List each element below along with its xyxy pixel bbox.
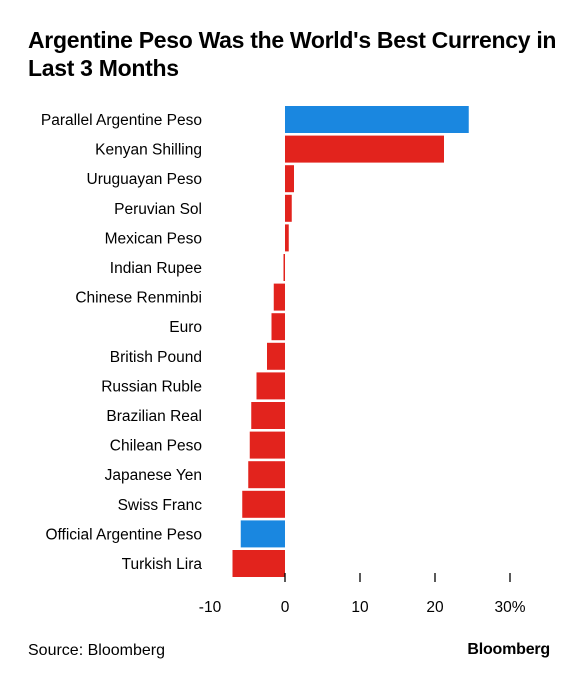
category-label: Uruguayan Peso xyxy=(87,171,202,188)
bar xyxy=(271,313,285,341)
category-label: Japanese Yen xyxy=(105,467,202,484)
bar xyxy=(285,224,289,252)
category-label: British Pound xyxy=(110,349,202,366)
bar xyxy=(256,372,285,400)
category-label: Brazilian Real xyxy=(106,408,202,425)
bar xyxy=(273,283,285,311)
category-label: Turkish Lira xyxy=(122,556,203,573)
bar xyxy=(240,520,285,548)
bar xyxy=(285,194,292,222)
category-label: Chilean Peso xyxy=(110,438,202,455)
bar xyxy=(267,342,285,370)
bar xyxy=(232,550,285,577)
bar xyxy=(285,106,469,133)
category-label: Chinese Renminbi xyxy=(75,290,202,307)
bar xyxy=(251,402,285,429)
category-label: Peruvian Sol xyxy=(114,201,202,218)
bar xyxy=(248,461,285,489)
category-label: Euro xyxy=(169,319,202,336)
brand-logo: Bloomberg xyxy=(467,641,550,658)
x-tick-label: 30% xyxy=(494,599,525,616)
x-tick-label: -10 xyxy=(199,599,222,616)
bar xyxy=(285,135,444,163)
category-label: Swiss Franc xyxy=(118,497,203,514)
x-tick-label: 10 xyxy=(351,599,369,616)
bar xyxy=(249,431,285,459)
category-label: Indian Rupee xyxy=(110,260,202,277)
bar xyxy=(285,165,294,193)
category-label: Official Argentine Peso xyxy=(45,526,202,543)
category-label: Russian Ruble xyxy=(101,378,202,395)
category-label: Mexican Peso xyxy=(105,230,202,247)
bar xyxy=(283,254,285,281)
source-note: Source: Bloomberg xyxy=(28,642,165,659)
bar xyxy=(242,490,285,518)
x-tick-label: 20 xyxy=(426,599,444,616)
category-label: Parallel Argentine Peso xyxy=(41,112,202,129)
x-tick-label: 0 xyxy=(281,599,290,616)
chart-title: Argentine Peso Was the World's Best Curr… xyxy=(28,27,557,81)
category-label: Kenyan Shilling xyxy=(95,142,202,159)
